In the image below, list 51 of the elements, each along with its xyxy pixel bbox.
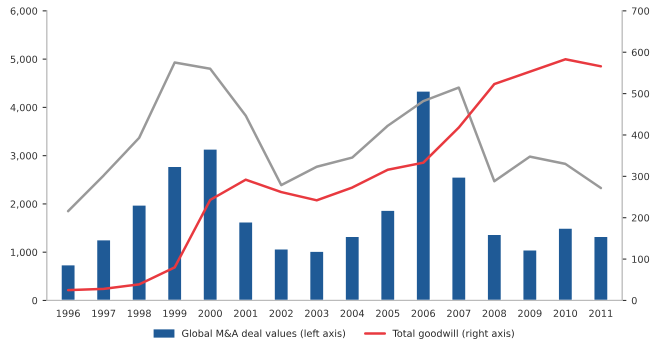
y2-tick-label: 200 — [632, 214, 650, 222]
x-tick-label: 2001 — [234, 310, 258, 318]
y2-tick-label: 700 — [632, 7, 650, 15]
bar — [60, 264, 76, 300]
y-tick-label: 2,000 — [10, 200, 38, 209]
y-tick-label: 4,000 — [10, 104, 38, 112]
y-tick-label: 5,000 — [10, 56, 38, 64]
line-series — [66, 58, 602, 292]
bar — [131, 204, 147, 300]
bar — [202, 148, 218, 300]
x-tick-label: 2008 — [482, 310, 506, 318]
x-tick-label: 1999 — [163, 310, 186, 318]
bar — [96, 238, 112, 300]
x-tick-label: 1996 — [56, 310, 80, 318]
bar — [593, 236, 609, 300]
bar — [451, 176, 467, 300]
bar — [415, 90, 432, 300]
x-tick-label: 2003 — [305, 310, 328, 318]
x-tick-label: 2006 — [412, 310, 436, 318]
x-tick-label: 1998 — [128, 310, 151, 318]
y2-tick-label: 100 — [632, 256, 650, 263]
y2-tick-label: 300 — [632, 172, 650, 180]
bar — [486, 234, 502, 300]
y-tick-label: 3,000 — [10, 152, 38, 160]
x-tick-label: 2011 — [589, 310, 612, 318]
bar — [273, 248, 290, 300]
legend-label: Total goodwill (right axis) — [392, 329, 514, 339]
bar — [522, 249, 538, 300]
x-tick-label: 2002 — [270, 310, 293, 318]
bar — [344, 236, 360, 300]
bar — [238, 221, 254, 300]
y2-tick-label: 500 — [632, 90, 650, 98]
x-tick-label: 1997 — [92, 310, 116, 318]
y-tick-label: 1,000 — [11, 248, 38, 258]
y-tick-label: 0 — [32, 296, 38, 304]
bar — [380, 210, 396, 300]
x-tick-label: 2005 — [376, 310, 400, 318]
x-tick-label: 2004 — [340, 310, 364, 318]
bar — [308, 250, 325, 300]
x-tick-label: 2009 — [518, 310, 542, 318]
y2-tick-label: 0 — [632, 296, 637, 304]
bar — [558, 227, 574, 300]
line-series — [66, 61, 602, 212]
y2-tick-label: 600 — [632, 48, 650, 56]
y-tick-label: 6,000 — [10, 7, 38, 16]
bar — [166, 166, 182, 300]
x-tick-label: 2000 — [198, 310, 222, 318]
legend-label: Global M&A deal values (left axis) — [182, 329, 346, 338]
x-tick-label: 2007 — [447, 310, 470, 318]
x-tick-label: 2010 — [554, 310, 578, 318]
y2-tick-label: 400 — [632, 131, 650, 139]
